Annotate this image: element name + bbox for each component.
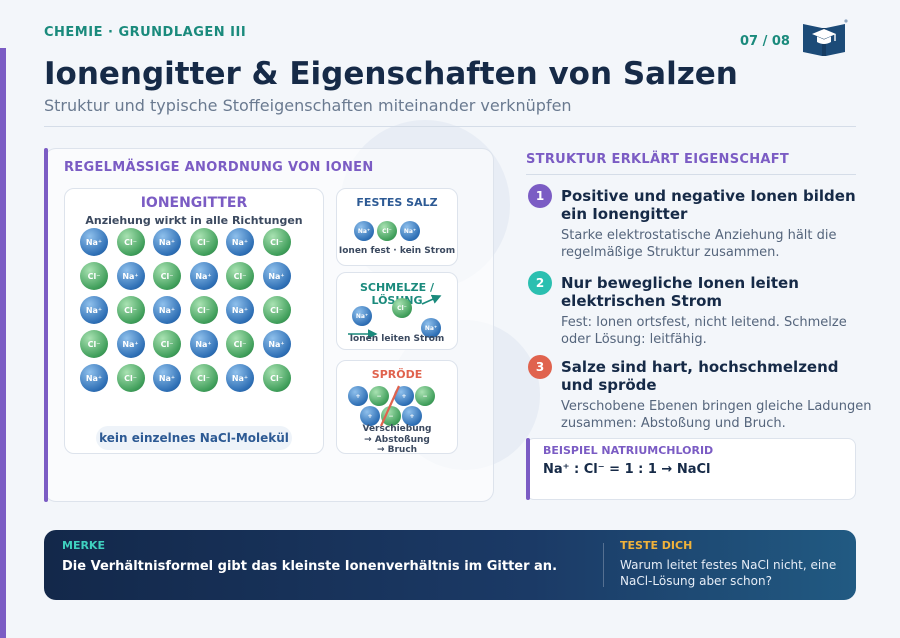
na-ion: Na⁺ xyxy=(80,228,108,256)
header-divider xyxy=(44,126,856,127)
step-2-description: Fest: Ionen ortsfest, nicht leitend. Sch… xyxy=(561,315,847,347)
na-ion: Na⁺ xyxy=(116,262,145,290)
na-ion: Na⁺ xyxy=(153,296,181,324)
cl-ion: Cl⁻ xyxy=(262,364,291,392)
breadcrumb: CHEMIE · GRUNDLAGEN III xyxy=(44,25,247,40)
structure-property-heading: STRUKTUR ERKLÄRT EIGENSCHAFT xyxy=(526,152,790,167)
cl-ion: Cl⁻ xyxy=(226,262,254,290)
na-ion: Na⁺ xyxy=(189,330,218,358)
page-title: Ionengitter & Eigenschaften von Salzen xyxy=(44,56,738,92)
na-ion: Na⁺ xyxy=(226,228,254,256)
na-ion: Na⁺ xyxy=(352,306,372,326)
brittle-caption-3: → Bruch xyxy=(376,445,418,455)
cl-ion: Cl⁻ xyxy=(80,262,108,290)
left-accent-bar xyxy=(0,48,6,638)
plus-ion: + xyxy=(348,386,368,406)
cl-ion: Cl⁻ xyxy=(189,296,218,324)
na-ion: Na⁺ xyxy=(153,364,181,392)
footer-divider xyxy=(603,543,604,587)
na-ion: Na⁺ xyxy=(400,221,420,241)
footer-banner xyxy=(44,530,856,600)
plus-ion: + xyxy=(360,406,380,426)
step-3-title: Salze sind hart, hochschmelzend und sprö… xyxy=(561,358,839,394)
brittle-caption-2: → Abstoßung xyxy=(364,435,430,445)
ion-motion-arrows xyxy=(348,294,442,339)
page-subtitle: Struktur und typische Stoffeigenschaften… xyxy=(44,96,572,115)
step-3-badge: 3 xyxy=(528,355,552,379)
example-label: BEISPIEL NATRIUMCHLORID xyxy=(543,444,714,457)
step-3-description: Verschobene Ebenen bringen gleiche Ladun… xyxy=(561,399,872,431)
minus-ion: − xyxy=(369,386,389,406)
na-ion: Na⁺ xyxy=(226,364,254,392)
cl-ion: Cl⁻ xyxy=(262,228,291,256)
na-ion: Na⁺ xyxy=(80,364,108,392)
ion-lattice-grid: Na⁺ Cl⁻ Na⁺ Cl⁻ Na⁺ Cl⁻ Cl⁻ Na⁺ Cl⁻ Na⁺ Cl⁻ Na⁺ Na⁺ C… xyxy=(80,228,310,398)
brittle-caption-1: Verschiebung xyxy=(362,424,432,434)
lattice-title: IONENGITTER xyxy=(140,195,248,211)
merke-label: MERKE xyxy=(62,539,105,552)
example-formula: Na⁺ : Cl⁻ = 1 : 1 → NaCl xyxy=(543,462,711,477)
step-2-badge: 2 xyxy=(528,271,552,295)
step-2-title: Nur bewegliche Ionen leiten elektrischen… xyxy=(561,274,799,310)
test-yourself-label: TESTE DICH xyxy=(620,539,693,552)
cl-ion: Cl⁻ xyxy=(116,296,145,324)
example-accent-bar xyxy=(526,438,530,500)
solid-salt-title: FESTES SALZ xyxy=(356,196,438,209)
cl-ion: Cl⁻ xyxy=(262,296,291,324)
solid-salt-caption: Ionen fest · kein Strom xyxy=(338,246,456,256)
cl-ion: Cl⁻ xyxy=(377,221,397,241)
cl-ion: Cl⁻ xyxy=(189,228,218,256)
cl-ion: Cl⁻ xyxy=(80,330,108,358)
open-book-graduation-cap-icon xyxy=(800,18,848,58)
na-ion: Na⁺ xyxy=(226,296,254,324)
cl-ion: Cl⁻ xyxy=(153,330,181,358)
merke-text: Die Verhältnisformel gibt das kleinste I… xyxy=(62,559,558,574)
na-ion: Na⁺ xyxy=(153,228,181,256)
step-1-badge: 1 xyxy=(528,184,552,208)
test-yourself-question: Warum leitet festes NaCl nicht, eine NaC… xyxy=(620,558,837,588)
panel-heading: REGELMÄSSIGE ANORDNUNG VON IONEN xyxy=(64,160,374,175)
plus-ion: + xyxy=(402,406,422,426)
plus-ion: + xyxy=(394,386,414,406)
no-molecule-badge: kein einzelnes NaCl-Molekül xyxy=(96,426,292,450)
minus-ion: − xyxy=(381,406,401,426)
step-1-description: Starke elektrostatische Anziehung hält d… xyxy=(561,228,837,260)
melt-solution-caption: Ionen leiten Strom xyxy=(349,334,445,344)
na-ion: Na⁺ xyxy=(116,330,145,358)
cl-ion: Cl⁻ xyxy=(226,330,254,358)
cl-ion: Cl⁻ xyxy=(189,364,218,392)
minus-ion: − xyxy=(415,386,435,406)
cl-ion: Cl⁻ xyxy=(116,364,145,392)
panel-accent-bar xyxy=(44,148,48,502)
page-number: 07 / 08 xyxy=(740,34,790,49)
na-ion: Na⁺ xyxy=(354,221,374,241)
cl-ion: Cl⁻ xyxy=(153,262,181,290)
right-divider xyxy=(526,174,856,175)
step-1-title: Positive und negative Ionen bilden ein I… xyxy=(561,187,856,223)
na-ion: Na⁺ xyxy=(262,330,291,358)
fracture-line xyxy=(379,385,401,427)
cl-ion: Cl⁻ xyxy=(392,298,412,318)
lattice-subtitle: Anziehung wirkt in alle Richtungen xyxy=(85,214,303,227)
na-ion: Na⁺ xyxy=(80,296,108,324)
cl-ion: Cl⁻ xyxy=(116,228,145,256)
na-ion: Na⁺ xyxy=(262,262,291,290)
na-ion: Na⁺ xyxy=(189,262,218,290)
brittle-title: SPRÖDE xyxy=(371,368,423,381)
na-ion: Na⁺ xyxy=(421,318,441,338)
